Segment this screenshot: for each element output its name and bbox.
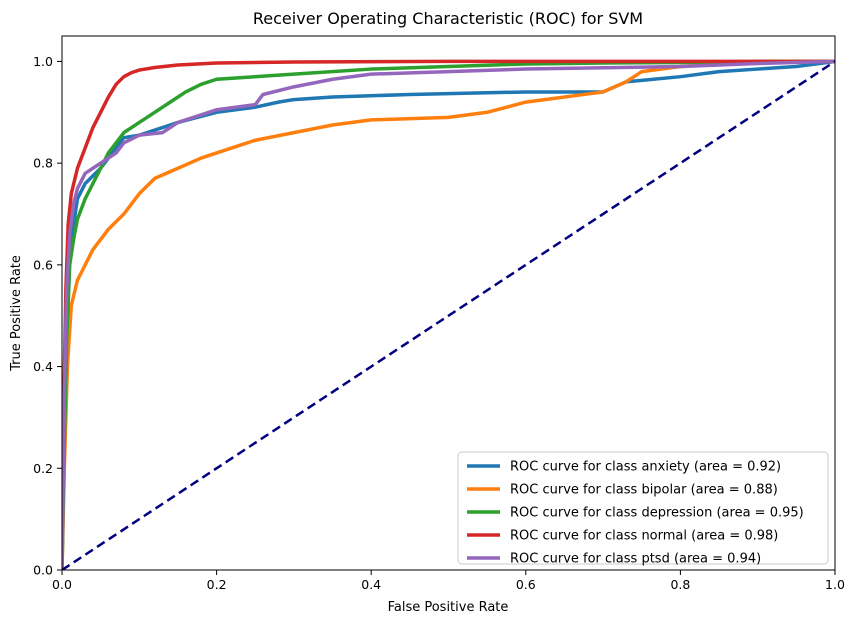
legend-box: [457, 451, 829, 565]
legend-label-4: ROC curve for class ptsd (area = 0.94): [510, 552, 761, 567]
roc-series-line-1: [62, 59, 835, 570]
x-tick-label: 0.2: [207, 577, 227, 592]
x-tick-label: 0.0: [52, 577, 72, 592]
plot-area: [62, 59, 835, 570]
legend-label-0: ROC curve for class anxiety (area = 0.92…: [510, 460, 781, 475]
y-tick-label: 0.4: [33, 359, 53, 374]
y-tick-label: 0.8: [33, 156, 53, 171]
roc-series-line-4: [62, 59, 835, 570]
roc-series-line-2: [62, 59, 835, 570]
roc-series-line-0: [62, 59, 835, 570]
x-axis-label: False Positive Rate: [388, 600, 509, 615]
legend-label-1: ROC curve for class bipolar (area = 0.88…: [510, 483, 778, 498]
legend-label-2: ROC curve for class depression (area = 0…: [510, 506, 804, 521]
legend: ROC curve for class anxiety (area = 0.92…: [457, 451, 829, 567]
x-tick-label: 0.6: [516, 577, 536, 592]
y-tick-label: 0.6: [33, 257, 53, 272]
y-tick-label: 0.0: [33, 563, 53, 578]
y-tick-label: 0.2: [33, 461, 53, 476]
x-tick-label: 1.0: [825, 577, 845, 592]
plot-series-group: [62, 59, 835, 570]
reference-diagonal-line: [62, 60, 835, 570]
axes: 0.0 0.2 0.4 0.6 0.8 1.0 0.0 0.2 0.4 0.6 0.8 1.0: [33, 35, 845, 592]
x-tick-label: 0.4: [361, 577, 381, 592]
chart-title: Receiver Operating Characteristic (ROC) …: [253, 9, 643, 28]
legend-label-3: ROC curve for class normal (area = 0.98): [510, 529, 778, 544]
roc-series-line-3: [62, 59, 835, 570]
plot-frame: [61, 35, 836, 571]
y-axis-label: True Positive Rate: [9, 255, 24, 372]
y-tick-label: 1.0: [33, 54, 53, 69]
x-tick-label: 0.8: [670, 577, 690, 592]
